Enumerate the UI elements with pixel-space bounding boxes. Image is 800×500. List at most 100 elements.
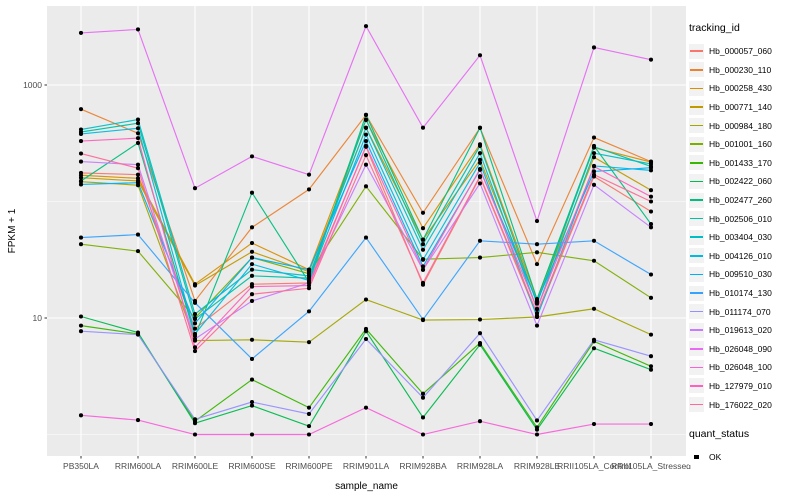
data-point [78, 127, 84, 132]
data-point [192, 312, 198, 317]
data-point [78, 139, 84, 144]
data-point [306, 432, 312, 437]
data-point [249, 262, 255, 267]
x-axis-tick-label: RRII105LA_Stressed [611, 461, 691, 471]
series-color-line-icon [690, 217, 703, 220]
data-point [648, 364, 654, 369]
data-point [534, 323, 540, 328]
data-point [363, 336, 369, 342]
data-point [591, 238, 597, 243]
data-point [135, 249, 141, 254]
data-point [648, 222, 654, 227]
x-axis-tick-label: RRIM600LA [115, 461, 162, 471]
data-point [477, 157, 483, 162]
legend-item-label: Hb_001433_170 [709, 157, 772, 168]
data-point [192, 316, 198, 322]
legend-key-line-swatch [689, 155, 704, 171]
data-point [363, 235, 369, 240]
legend-item-label: Hb_000230_110 [709, 64, 772, 75]
series-color-line-icon [690, 180, 703, 183]
data-point [135, 162, 141, 167]
data-point [591, 172, 597, 177]
legend-item: Hb_011174_070 [689, 302, 799, 321]
x-axis-tick-label: RRIM901LA [343, 461, 390, 471]
data-point [363, 162, 369, 167]
data-point [591, 421, 597, 427]
data-point [249, 225, 255, 230]
data-point [420, 125, 426, 130]
x-axis-tick-label: RRIM600PE [285, 461, 333, 471]
data-point [648, 332, 654, 337]
data-point [420, 237, 426, 242]
legend-item-label: Hb_001001_160 [709, 139, 772, 150]
data-point [306, 172, 312, 177]
data-point [306, 286, 312, 291]
legend-item-quant: OK [689, 448, 799, 467]
data-point [363, 297, 369, 302]
data-point [192, 331, 198, 336]
legend-item: Hb_001433_170 [689, 154, 799, 173]
data-point [135, 140, 141, 146]
legend-key-line-swatch [689, 173, 704, 189]
legend-key-line-swatch [689, 80, 704, 96]
series-color-line-icon [690, 236, 703, 239]
series-color-line-icon [690, 347, 703, 350]
series-color-line-icon [690, 124, 703, 127]
data-point [192, 417, 198, 422]
data-point [249, 249, 255, 254]
data-point [591, 258, 597, 263]
legend-item-label: Hb_002477_260 [709, 195, 772, 206]
data-point [78, 323, 84, 328]
data-point [420, 391, 426, 396]
y-axis-title: FPKM + 1 [7, 208, 18, 253]
data-point [477, 419, 483, 424]
legend-key-line-swatch [689, 118, 704, 134]
series-color-line-icon [690, 199, 703, 201]
data-point [192, 283, 198, 288]
x-axis-tick-label: RRII105LA_Control [557, 461, 631, 471]
black-square-point-icon [694, 454, 699, 460]
legend-key-line-swatch [689, 266, 704, 282]
data-point [648, 225, 654, 230]
series-color-line-icon [690, 255, 703, 257]
legend-quant-items: OK [689, 448, 799, 467]
data-point [249, 356, 255, 362]
data-point [477, 53, 483, 58]
data-point [477, 342, 483, 347]
data-point [249, 399, 255, 405]
data-point [534, 427, 540, 432]
series-color-line-icon [690, 403, 703, 406]
data-point [363, 132, 369, 137]
data-point [534, 242, 540, 247]
legend-tracking-items: Hb_000057_060 Hb_000230_110 Hb_000258_430 H… [689, 42, 799, 414]
data-point [249, 267, 255, 272]
series-color-line-icon [690, 385, 703, 387]
data-point [249, 292, 255, 297]
legend-key-line-swatch [689, 192, 704, 208]
data-point [648, 194, 654, 199]
data-point [648, 367, 654, 372]
data-point [78, 30, 84, 35]
data-point [135, 121, 141, 126]
data-point [249, 240, 255, 246]
data-point [591, 144, 597, 149]
data-point [249, 403, 255, 408]
series-color-line-icon [690, 273, 703, 276]
data-point [591, 346, 597, 351]
legend-item-label: Hb_004126_010 [709, 250, 772, 261]
data-point [135, 180, 141, 185]
data-point [477, 125, 483, 130]
legend-key-line-swatch [689, 322, 704, 338]
legend-item: Hb_002477_260 [689, 191, 799, 210]
data-point [192, 421, 198, 426]
data-point [477, 181, 483, 186]
data-point [420, 317, 426, 322]
legend-item: Hb_003404_030 [689, 228, 799, 247]
data-point [135, 172, 141, 177]
data-point [591, 169, 597, 174]
data-point [648, 354, 654, 359]
legend-item-label: Hb_127979_010 [709, 380, 772, 391]
data-point [477, 317, 483, 322]
legend-item-label: Hb_000984_180 [709, 120, 772, 131]
